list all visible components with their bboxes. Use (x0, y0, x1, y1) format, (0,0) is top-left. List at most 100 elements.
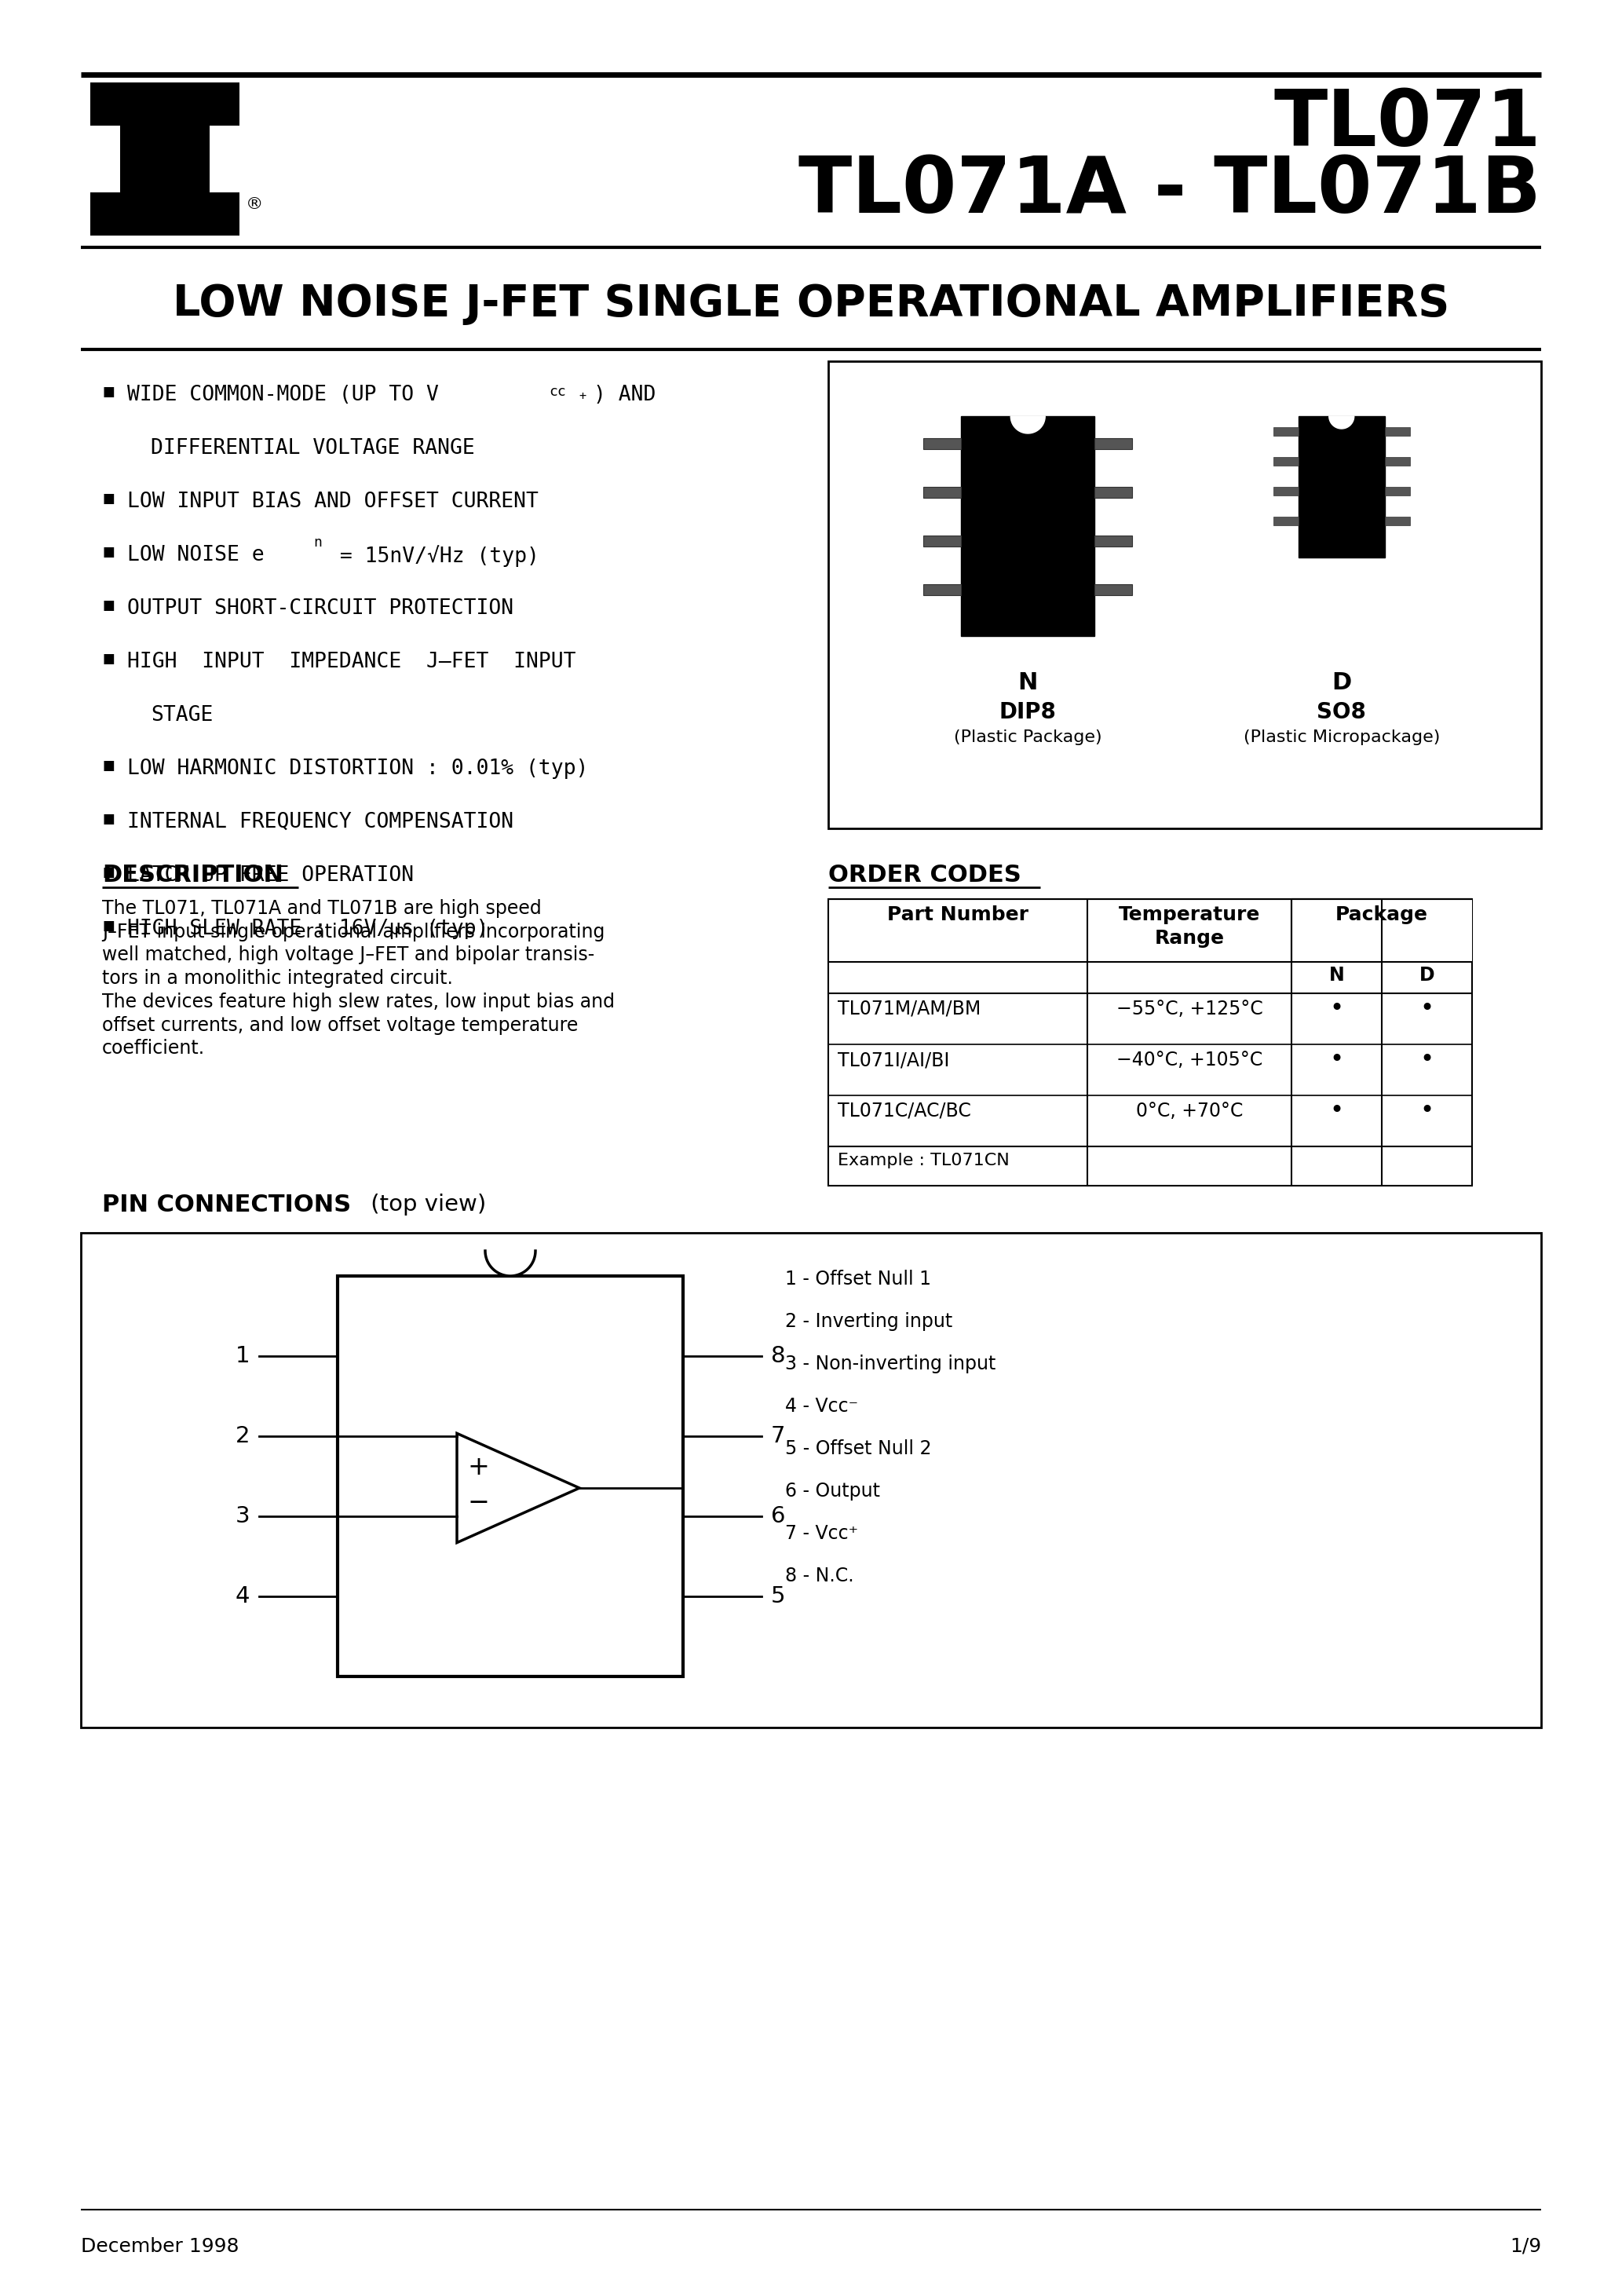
Text: (top view): (top view) (363, 1194, 487, 1215)
Text: N: N (1019, 670, 1038, 693)
Bar (1385, 517, 1410, 526)
Bar (1298, 416, 1385, 558)
Text: TL071I/AI/BI: TL071I/AI/BI (837, 1052, 949, 1070)
Bar (923, 439, 962, 450)
Text: •: • (1419, 1049, 1434, 1070)
Text: SO8: SO8 (1317, 700, 1366, 723)
Bar (923, 535, 962, 546)
Text: cc: cc (548, 386, 566, 400)
Text: HIGH  INPUT  IMPEDANCE  J–FET  INPUT: HIGH INPUT IMPEDANCE J–FET INPUT (127, 652, 576, 673)
Text: 7: 7 (770, 1426, 785, 1446)
Text: ■: ■ (102, 918, 115, 932)
Polygon shape (485, 1251, 535, 1277)
Text: DIP8: DIP8 (999, 700, 1056, 723)
Bar (1273, 517, 1298, 526)
Text: 4 - Vcc⁻: 4 - Vcc⁻ (785, 1396, 858, 1417)
Text: TL071A - TL071B: TL071A - TL071B (798, 154, 1541, 230)
Bar (91, 202, 240, 236)
Text: 2: 2 (235, 1426, 250, 1446)
Text: LOW INPUT BIAS AND OFFSET CURRENT: LOW INPUT BIAS AND OFFSET CURRENT (127, 491, 539, 512)
Bar (1291, 900, 1473, 962)
Bar (962, 416, 1095, 636)
Text: December 1998: December 1998 (81, 2236, 238, 2257)
Text: Part Number: Part Number (887, 905, 1028, 925)
Bar (1095, 439, 1132, 450)
Bar (81, 1233, 1541, 1727)
Text: •: • (1330, 1100, 1343, 1123)
Text: INTERNAL FREQUENCY COMPENSATION: INTERNAL FREQUENCY COMPENSATION (127, 813, 514, 833)
Text: ORDER CODES: ORDER CODES (829, 863, 1022, 886)
Bar (337, 1277, 683, 1676)
Text: ■: ■ (102, 866, 115, 879)
Text: ■: ■ (102, 758, 115, 774)
Text: LATCH UP FREE OPERATION: LATCH UP FREE OPERATION (127, 866, 414, 886)
Polygon shape (457, 1433, 579, 1543)
Text: •: • (1330, 1049, 1343, 1070)
Bar (1273, 487, 1298, 496)
Text: ®: ® (247, 195, 263, 211)
Text: ■: ■ (102, 491, 115, 505)
Text: Example : TL071CN: Example : TL071CN (837, 1153, 1009, 1169)
Text: LOW NOISE e: LOW NOISE e (127, 544, 264, 565)
Text: Temperature
Range: Temperature Range (1119, 905, 1260, 948)
Text: n: n (313, 535, 321, 549)
Text: D: D (1332, 670, 1351, 693)
Bar (923, 583, 962, 595)
Text: 8: 8 (770, 1345, 785, 1366)
Text: TL071: TL071 (1273, 87, 1541, 163)
Text: ■: ■ (102, 813, 115, 827)
Text: ■: ■ (102, 544, 115, 560)
Text: STAGE: STAGE (151, 705, 212, 726)
Text: DESCRIPTION: DESCRIPTION (102, 863, 284, 886)
Bar (829, 900, 1473, 1185)
Bar (829, 360, 1541, 829)
Bar (1095, 487, 1132, 498)
Bar (1385, 427, 1410, 436)
Bar (91, 83, 240, 115)
Text: (Plastic Package): (Plastic Package) (954, 730, 1101, 746)
Text: 1 - Offset Null 1: 1 - Offset Null 1 (785, 1270, 931, 1288)
Text: 1: 1 (235, 1345, 250, 1366)
Text: 6: 6 (770, 1506, 785, 1527)
Text: −55°C, +125°C: −55°C, +125°C (1116, 999, 1262, 1019)
Text: OUTPUT SHORT-CIRCUIT PROTECTION: OUTPUT SHORT-CIRCUIT PROTECTION (127, 599, 514, 618)
Text: N: N (1328, 967, 1345, 985)
Text: TL071C/AC/BC: TL071C/AC/BC (837, 1102, 972, 1120)
Text: 1/9: 1/9 (1510, 2236, 1541, 2257)
Bar (1273, 457, 1298, 466)
Bar (923, 487, 962, 498)
Text: 3: 3 (235, 1506, 250, 1527)
Text: 2 - Inverting input: 2 - Inverting input (785, 1311, 952, 1332)
Text: ■: ■ (102, 599, 115, 613)
Text: The TL071, TL071A and TL071B are high speed
J–FET input single operational ampli: The TL071, TL071A and TL071B are high sp… (102, 900, 615, 1058)
Text: −40°C, +105°C: −40°C, +105°C (1116, 1052, 1262, 1070)
Text: LOW NOISE J-FET SINGLE OPERATIONAL AMPLIFIERS: LOW NOISE J-FET SINGLE OPERATIONAL AMPLI… (172, 282, 1450, 326)
Text: 8 - N.C.: 8 - N.C. (785, 1566, 853, 1584)
Text: 6 - Output: 6 - Output (785, 1481, 881, 1502)
Text: 7 - Vcc⁺: 7 - Vcc⁺ (785, 1525, 858, 1543)
Text: •: • (1419, 996, 1434, 1019)
Bar (1095, 583, 1132, 595)
Text: HIGH SLEW RATE : 16V/μs (typ): HIGH SLEW RATE : 16V/μs (typ) (127, 918, 488, 939)
Text: TL071M/AM/BM: TL071M/AM/BM (837, 999, 981, 1019)
Text: ■: ■ (102, 652, 115, 666)
Text: 4: 4 (235, 1584, 250, 1607)
Bar (1273, 427, 1298, 436)
Polygon shape (1328, 416, 1354, 429)
Text: DIFFERENTIAL VOLTAGE RANGE: DIFFERENTIAL VOLTAGE RANGE (151, 439, 475, 459)
Text: (Plastic Micropackage): (Plastic Micropackage) (1242, 730, 1440, 746)
Text: +: + (579, 390, 586, 402)
Polygon shape (1011, 416, 1045, 434)
Text: Package: Package (1335, 905, 1427, 925)
Text: •: • (1419, 1100, 1434, 1123)
Text: +: + (467, 1453, 490, 1481)
Text: = 15nV/√Hz (typ): = 15nV/√Hz (typ) (328, 544, 539, 567)
Text: ■: ■ (102, 386, 115, 400)
Text: PIN CONNECTIONS: PIN CONNECTIONS (102, 1194, 350, 1217)
Text: LOW HARMONIC DISTORTION : 0.01% (typ): LOW HARMONIC DISTORTION : 0.01% (typ) (127, 758, 589, 778)
Text: ) AND: ) AND (594, 386, 655, 404)
Text: D: D (1419, 967, 1434, 985)
Text: 3 - Non-inverting input: 3 - Non-inverting input (785, 1355, 996, 1373)
Bar (1385, 487, 1410, 496)
Bar (1385, 457, 1410, 466)
